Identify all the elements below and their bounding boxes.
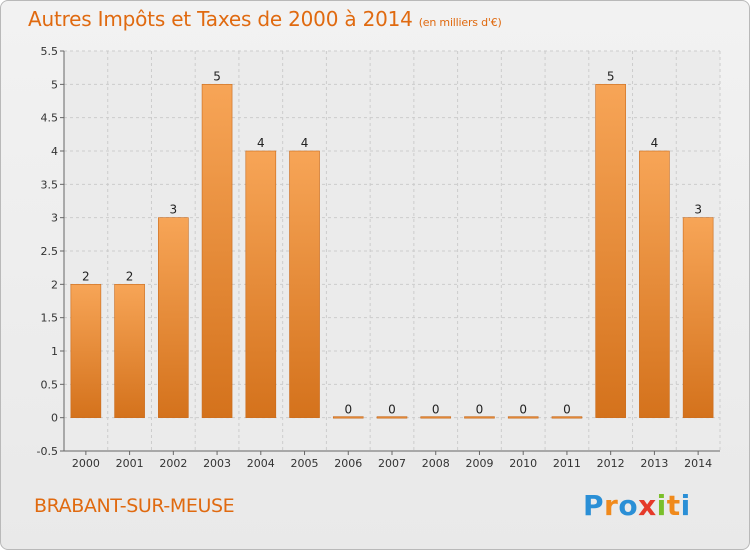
x-tick-label: 2012 (597, 457, 625, 470)
bar-2000 (70, 284, 102, 418)
y-tick-label: 5.5 (41, 45, 59, 58)
y-tick-label: 3 (51, 212, 58, 225)
x-tick-label: 2003 (203, 457, 231, 470)
proxiti-logo[interactable]: Proxiti (583, 489, 691, 522)
logo-letter: o (618, 489, 639, 522)
label-layer: 2 2 3 5 4 4 0 0 0 0 0 0 5 4 3 (82, 69, 702, 416)
data-label: 3 (170, 203, 178, 217)
bar-2003 (201, 84, 233, 418)
x-tick-label: 2001 (116, 457, 144, 470)
bar-2009 (464, 416, 495, 419)
data-label: 5 (607, 69, 615, 83)
y-tick-label: 1.5 (41, 312, 59, 325)
data-label: 2 (82, 269, 90, 283)
data-label: 3 (694, 203, 702, 217)
bar-2008 (420, 416, 452, 419)
y-tick-label: 4.5 (41, 112, 59, 125)
bar-2002 (158, 217, 189, 418)
y-tick-label: 4 (51, 145, 58, 158)
y-tick-label: 2 (51, 278, 58, 291)
logo-letter: i (656, 489, 667, 522)
x-tick-label: 2004 (247, 457, 275, 470)
y-tick-label: -0.5 (37, 445, 58, 458)
unit-label: (en milliers d'€) (418, 16, 502, 29)
data-label: 2 (126, 269, 134, 283)
logo-letter: t (666, 489, 681, 522)
x-tick-label: 2014 (684, 457, 712, 470)
data-label: 4 (651, 136, 659, 150)
logo-letter: i (680, 489, 691, 522)
y-tick-label: 1 (51, 345, 58, 358)
x-tick-label: 2005 (291, 457, 319, 470)
bar-2007 (376, 416, 408, 419)
x-tick-label: 2000 (72, 457, 100, 470)
y-tick-label: 3.5 (41, 178, 59, 191)
bar-2005 (289, 150, 320, 418)
data-label: 0 (432, 403, 440, 417)
data-label: 5 (213, 69, 221, 83)
x-tick-label: 2010 (509, 457, 537, 470)
bar-2010 (507, 416, 539, 419)
x-tick-label: 2006 (334, 457, 362, 470)
x-tick-label: 2011 (553, 457, 581, 470)
logo-letter: P (583, 489, 605, 522)
data-label: 0 (344, 403, 352, 417)
bar-2011 (551, 416, 583, 419)
x-tick-label: 2009 (465, 457, 493, 470)
logo-letter: r (604, 489, 619, 522)
bar-2004 (245, 150, 277, 418)
y-tick-label: 0 (51, 412, 58, 425)
chart-title: Autres Impôts et Taxes de 2000 à 2014 (en… (28, 7, 502, 31)
chart-title-text: Autres Impôts et Taxes de 2000 à 2014 (28, 7, 413, 31)
bar-2006 (332, 416, 364, 419)
data-label: 4 (301, 136, 309, 150)
data-label: 0 (519, 403, 527, 417)
logo-letter: x (638, 489, 657, 522)
bar-2014 (682, 217, 714, 418)
data-label: 0 (476, 403, 484, 417)
x-tick-label: 2008 (422, 457, 450, 470)
y-tick-label: 5 (51, 78, 58, 91)
bar-layer (70, 84, 714, 419)
x-tick-label: 2007 (378, 457, 406, 470)
bar-2001 (114, 284, 145, 418)
bar-2012 (595, 84, 626, 418)
data-label: 4 (257, 136, 265, 150)
bar-2013 (639, 150, 670, 418)
data-label: 0 (563, 403, 571, 417)
y-tick-label: 2.5 (41, 245, 59, 258)
y-tick-label: 0.5 (41, 378, 59, 391)
data-label: 0 (388, 403, 396, 417)
x-tick-label: 2013 (640, 457, 668, 470)
x-tick-label: 2002 (159, 457, 187, 470)
commune-name: BRABANT-SUR-MEUSE (34, 495, 235, 517)
